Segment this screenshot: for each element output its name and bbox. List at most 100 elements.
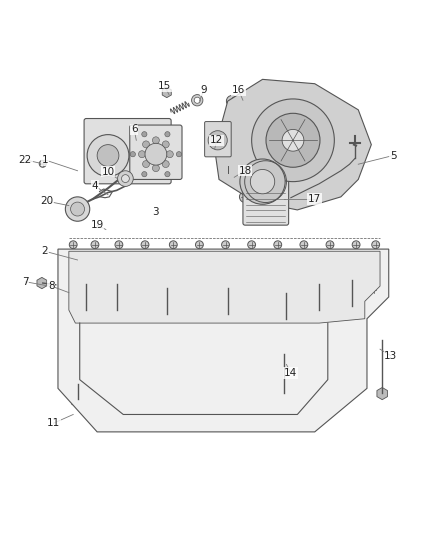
Circle shape [91, 241, 99, 249]
Polygon shape [348, 301, 356, 310]
Circle shape [130, 151, 135, 157]
Text: 13: 13 [384, 351, 398, 361]
Circle shape [349, 277, 354, 282]
FancyBboxPatch shape [84, 118, 171, 184]
Circle shape [172, 287, 180, 294]
Circle shape [142, 160, 149, 167]
Circle shape [164, 286, 170, 291]
Circle shape [309, 87, 321, 98]
Circle shape [152, 137, 159, 144]
Circle shape [240, 191, 251, 203]
Circle shape [326, 241, 334, 249]
Circle shape [317, 281, 322, 287]
Circle shape [352, 241, 360, 249]
FancyBboxPatch shape [243, 180, 289, 225]
Polygon shape [37, 277, 47, 289]
Text: 4: 4 [92, 181, 98, 191]
Circle shape [282, 130, 304, 151]
Circle shape [274, 241, 282, 249]
Circle shape [198, 287, 205, 294]
Circle shape [284, 290, 289, 295]
Circle shape [162, 141, 169, 148]
Circle shape [87, 135, 129, 176]
Circle shape [372, 241, 380, 249]
Circle shape [300, 241, 308, 249]
Polygon shape [58, 249, 389, 432]
Circle shape [39, 160, 46, 167]
Text: 22: 22 [19, 155, 32, 165]
Text: 2: 2 [42, 246, 48, 256]
Circle shape [208, 131, 227, 150]
Circle shape [63, 284, 69, 290]
Polygon shape [113, 305, 121, 315]
Circle shape [69, 241, 77, 249]
Circle shape [71, 382, 84, 394]
Polygon shape [69, 251, 380, 323]
Circle shape [283, 195, 290, 202]
Circle shape [194, 97, 200, 103]
FancyBboxPatch shape [205, 122, 231, 157]
Circle shape [314, 279, 324, 289]
Circle shape [223, 283, 233, 294]
Circle shape [226, 95, 238, 107]
Polygon shape [162, 310, 171, 319]
Text: 12: 12 [210, 135, 223, 146]
Circle shape [195, 241, 203, 249]
Text: 16: 16 [232, 85, 245, 95]
Polygon shape [82, 305, 90, 315]
Circle shape [152, 165, 159, 172]
Circle shape [222, 241, 230, 249]
Circle shape [142, 141, 149, 148]
Circle shape [119, 287, 127, 294]
Circle shape [115, 241, 123, 249]
Circle shape [81, 279, 92, 289]
Circle shape [95, 287, 103, 294]
Circle shape [142, 172, 147, 177]
Text: 3: 3 [152, 207, 159, 217]
Circle shape [252, 99, 334, 182]
Text: 19: 19 [91, 220, 104, 230]
Circle shape [112, 279, 122, 289]
Circle shape [281, 287, 292, 298]
Polygon shape [162, 87, 171, 98]
Circle shape [138, 151, 145, 158]
Circle shape [177, 151, 182, 157]
Polygon shape [223, 310, 232, 319]
Circle shape [142, 132, 147, 137]
Text: 20: 20 [41, 196, 53, 206]
Circle shape [121, 175, 129, 182]
Circle shape [162, 283, 172, 294]
Circle shape [145, 287, 153, 294]
Text: 6: 6 [131, 124, 138, 134]
Circle shape [224, 287, 232, 294]
Text: 18: 18 [238, 166, 252, 176]
Circle shape [225, 286, 230, 291]
Circle shape [276, 287, 284, 294]
Circle shape [162, 160, 169, 167]
Polygon shape [112, 409, 126, 424]
Circle shape [322, 187, 333, 198]
Circle shape [166, 151, 173, 158]
Circle shape [251, 169, 275, 194]
Circle shape [191, 94, 203, 106]
Text: 11: 11 [47, 418, 60, 428]
FancyBboxPatch shape [130, 125, 182, 180]
Polygon shape [377, 387, 388, 400]
Circle shape [357, 135, 368, 146]
Circle shape [250, 287, 258, 294]
Circle shape [65, 197, 90, 221]
Polygon shape [215, 79, 371, 210]
Circle shape [240, 159, 285, 204]
Circle shape [165, 132, 170, 137]
Circle shape [84, 281, 89, 287]
Polygon shape [223, 167, 233, 179]
Circle shape [328, 287, 336, 294]
Circle shape [165, 172, 170, 177]
Text: 17: 17 [308, 194, 321, 204]
Text: 8: 8 [48, 281, 55, 291]
Circle shape [145, 143, 167, 165]
Text: 15: 15 [158, 81, 171, 91]
Circle shape [141, 241, 149, 249]
Text: 10: 10 [102, 167, 115, 176]
Circle shape [117, 171, 133, 187]
